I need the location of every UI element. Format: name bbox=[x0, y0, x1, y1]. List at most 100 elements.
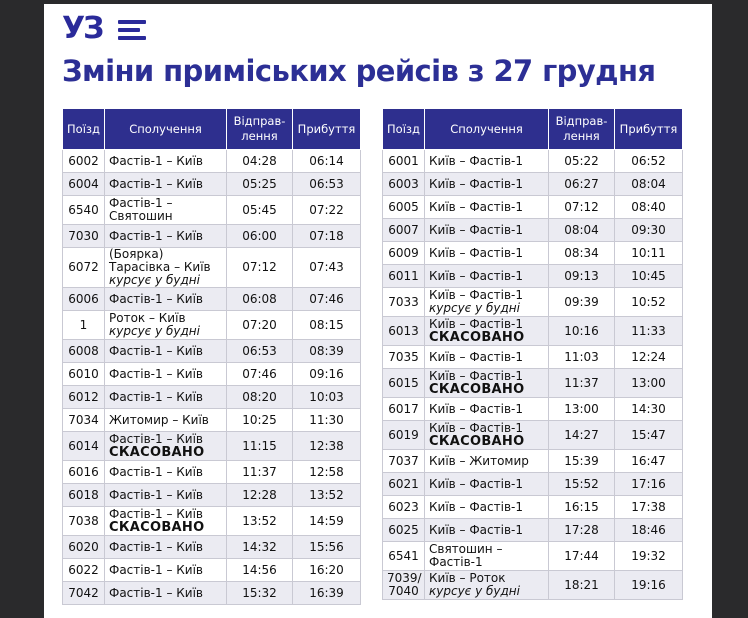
table-row: 6014 Фастів-1 – Київ СКАСОВАНО 11:15 12:38 bbox=[62, 431, 361, 461]
route-text: Київ – Житомир bbox=[429, 453, 529, 468]
departure-time: 15:32 bbox=[226, 581, 293, 605]
departure-time: 10:16 bbox=[548, 316, 615, 346]
weekday-note: курсує у будні bbox=[109, 273, 200, 287]
table-row: 6017 Київ – Фастів-1 13:00 14:30 bbox=[382, 397, 683, 421]
arrival-time: 09:30 bbox=[614, 218, 683, 242]
arrival-time: 14:59 bbox=[292, 506, 361, 536]
departure-time: 06:27 bbox=[548, 172, 615, 196]
weekday-note: курсує у будні bbox=[429, 301, 520, 315]
train-number: 6018 bbox=[62, 483, 105, 507]
route-cell: Фастів-1 – Святошин bbox=[104, 195, 227, 225]
table-row: 7042 Фастів-1 – Київ 15:32 16:39 bbox=[62, 581, 361, 605]
train-number: 6025 bbox=[382, 518, 425, 542]
table-to-kyiv: Поїзд Сполучення Відправ-лення Прибуття … bbox=[62, 108, 361, 605]
departure-time: 11:03 bbox=[548, 345, 615, 369]
table-row: 7038 Фастів-1 – Київ СКАСОВАНО 13:52 14:59 bbox=[62, 506, 361, 536]
departure-time: 12:28 bbox=[226, 483, 293, 507]
table-row: 7035 Київ – Фастів-1 11:03 12:24 bbox=[382, 345, 683, 369]
train-number: 6540 bbox=[62, 195, 105, 225]
train-number: 6009 bbox=[382, 241, 425, 265]
weekday-note: курсує у будні bbox=[429, 584, 520, 598]
arrival-time: 16:47 bbox=[614, 449, 683, 473]
route-text: Київ – Фастів-1 bbox=[429, 421, 523, 435]
arrival-time: 07:18 bbox=[292, 224, 361, 248]
train-number: 6011 bbox=[382, 264, 425, 288]
arrival-time: 10:52 bbox=[614, 287, 683, 317]
route-cell: Фастів-1 – Київ bbox=[104, 149, 227, 173]
route-text: Київ – Фастів-1 bbox=[429, 349, 523, 364]
train-number: 7038 bbox=[62, 506, 105, 536]
route-text: Київ – Фастів-1 bbox=[429, 401, 523, 416]
departure-time: 05:45 bbox=[226, 195, 293, 225]
train-number: 6001 bbox=[382, 149, 425, 173]
table-row: 6541 Святошин – Фастів-1 17:44 19:32 bbox=[382, 541, 683, 571]
cancelled-label: СКАСОВАНО bbox=[429, 330, 525, 345]
route-text: Київ – Фастів-1 bbox=[429, 369, 523, 383]
route-text: Київ – Фастів-1 bbox=[429, 288, 523, 302]
arrival-time: 11:30 bbox=[292, 408, 361, 432]
route-text: Роток – Київ bbox=[109, 311, 186, 325]
arrival-time: 13:00 bbox=[614, 368, 683, 398]
train-number: 6019 bbox=[382, 420, 425, 450]
train-number: 7033 bbox=[382, 287, 425, 317]
arrival-time: 15:47 bbox=[614, 420, 683, 450]
weekday-note: курсує у будні bbox=[109, 324, 200, 338]
arrival-time: 13:52 bbox=[292, 483, 361, 507]
arrival-time: 10:03 bbox=[292, 385, 361, 409]
arrival-time: 08:15 bbox=[292, 310, 361, 340]
route-text: Фастів-1 – Святошин bbox=[109, 196, 173, 223]
departure-time: 15:52 bbox=[548, 472, 615, 496]
arrival-time: 08:40 bbox=[614, 195, 683, 219]
route-cell: Фастів-1 – Київ bbox=[104, 460, 227, 484]
departure-time: 09:39 bbox=[548, 287, 615, 317]
train-number: 6020 bbox=[62, 535, 105, 559]
col-header-arrive: Прибуття bbox=[614, 108, 683, 150]
cancelled-label: СКАСОВАНО bbox=[109, 520, 205, 535]
schedule-poster: УЗ Зміни приміських рейсів з 27 грудня П… bbox=[44, 4, 712, 618]
train-number: 6021 bbox=[382, 472, 425, 496]
route-text: Святошин – Фастів-1 bbox=[429, 542, 503, 569]
train-number: 6023 bbox=[382, 495, 425, 519]
route-text: Фастів-1 – Київ bbox=[109, 366, 203, 381]
arrival-time: 16:39 bbox=[292, 581, 361, 605]
table-row: 6003 Київ – Фастів-1 06:27 08:04 bbox=[382, 172, 683, 196]
departure-time: 09:13 bbox=[548, 264, 615, 288]
route-cell: Київ – Фастів-1 bbox=[424, 264, 549, 288]
route-text: Київ – Фастів-1 bbox=[429, 476, 523, 491]
departure-time: 06:08 bbox=[226, 287, 293, 311]
train-number: 6541 bbox=[382, 541, 425, 571]
arrival-time: 17:38 bbox=[614, 495, 683, 519]
train-number: 7035 bbox=[382, 345, 425, 369]
route-cell: Київ – Роток курсує у будні bbox=[424, 570, 549, 600]
table-row: 7033 Київ – Фастів-1 курсує у будні 09:39 10… bbox=[382, 287, 683, 317]
table-row: 6007 Київ – Фастів-1 08:04 09:30 bbox=[382, 218, 683, 242]
arrival-time: 15:56 bbox=[292, 535, 361, 559]
route-cell: Київ – Фастів-1 bbox=[424, 149, 549, 173]
route-cell: Київ – Фастів-1 bbox=[424, 195, 549, 219]
route-cell: Фастів-1 – Київ bbox=[104, 483, 227, 507]
table-row: 6006 Фастів-1 – Київ 06:08 07:46 bbox=[62, 287, 361, 311]
arrival-time: 14:30 bbox=[614, 397, 683, 421]
route-text: Київ – Фастів-1 bbox=[429, 522, 523, 537]
table-row: 7034 Житомир – Київ 10:25 11:30 bbox=[62, 408, 361, 432]
table-from-kyiv: Поїзд Сполучення Відправ-лення Прибуття … bbox=[382, 108, 683, 600]
route-text: Київ – Роток bbox=[429, 571, 506, 585]
departure-time: 07:46 bbox=[226, 362, 293, 386]
route-cell: Фастів-1 – Київ bbox=[104, 535, 227, 559]
train-number: 7039/ 7040 bbox=[382, 570, 425, 600]
route-text: (Боярка) Тарасівка – Київ bbox=[109, 247, 211, 274]
route-text: Фастів-1 – Київ bbox=[109, 153, 203, 168]
table-row: 6019 Київ – Фастів-1 СКАСОВАНО 14:27 15:47 bbox=[382, 420, 683, 450]
table-row: 7039/ 7040 Київ – Роток курсує у будні 18:2… bbox=[382, 570, 683, 600]
uz-logo-bars-icon bbox=[118, 20, 148, 42]
table-row: 6016 Фастів-1 – Київ 11:37 12:58 bbox=[62, 460, 361, 484]
route-cell: Фастів-1 – Київ bbox=[104, 362, 227, 386]
departure-time: 08:20 bbox=[226, 385, 293, 409]
table-row: 6018 Фастів-1 – Київ 12:28 13:52 bbox=[62, 483, 361, 507]
train-number: 6004 bbox=[62, 172, 105, 196]
departure-time: 11:15 bbox=[226, 431, 293, 461]
train-number: 6002 bbox=[62, 149, 105, 173]
route-cell: Фастів-1 – Київ bbox=[104, 558, 227, 582]
arrival-time: 17:16 bbox=[614, 472, 683, 496]
arrival-time: 09:16 bbox=[292, 362, 361, 386]
